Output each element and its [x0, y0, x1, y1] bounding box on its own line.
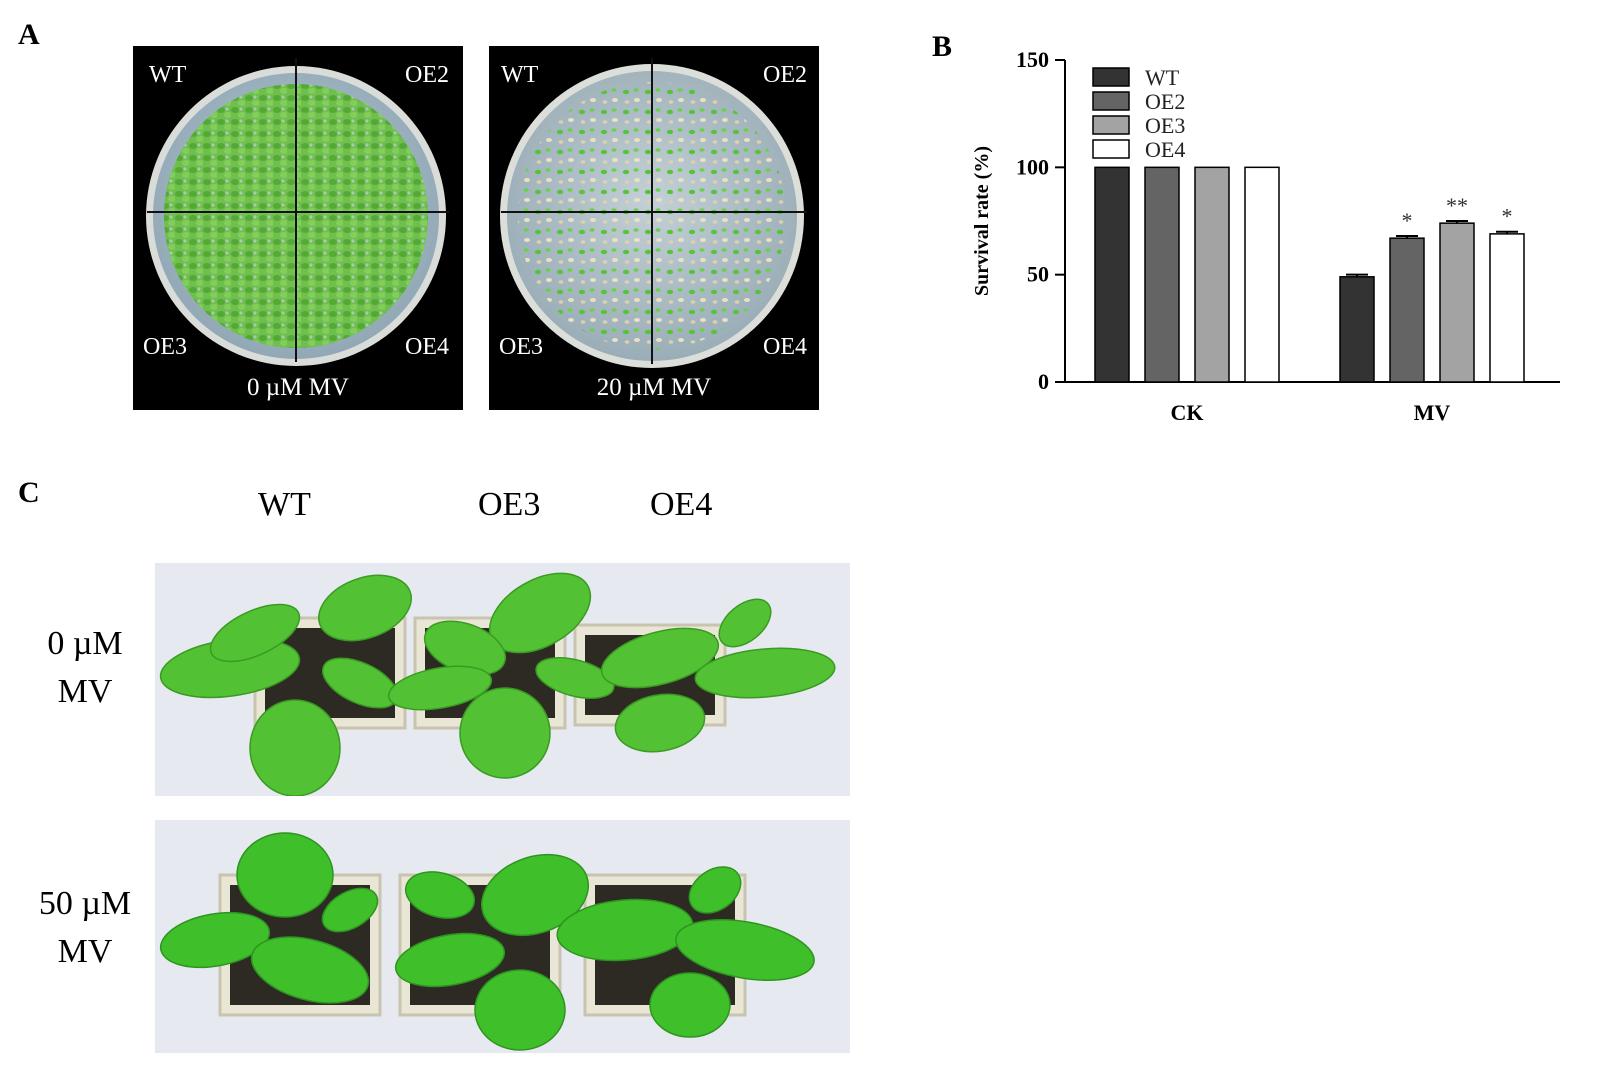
plant-photo-stress — [155, 820, 850, 1053]
plate-label-oe4: OE4 — [405, 334, 449, 360]
bar — [1144, 166, 1180, 383]
row-label-control: 0 µM MV — [10, 620, 160, 716]
legend-label: OE2 — [1145, 89, 1185, 114]
plate-label-oe2: OE2 — [763, 62, 807, 88]
plate-label-wt: WT — [501, 62, 539, 88]
bar — [1439, 222, 1475, 383]
row-label-line: MV — [57, 673, 113, 710]
plate-label-oe3: OE3 — [499, 334, 543, 360]
row-label-line: 0 µM — [47, 625, 123, 662]
plate-photo-stress: WT OE2 OE3 OE4 20 µM MV — [489, 46, 819, 410]
legend-swatch — [1092, 91, 1130, 111]
y-tick-label: 0 — [1038, 369, 1049, 394]
tobacco-plants-control — [159, 572, 836, 796]
row-label-line: MV — [57, 933, 113, 970]
bar — [1094, 166, 1130, 383]
plate-label-oe3: OE3 — [143, 334, 187, 360]
plate-label-wt: WT — [149, 62, 187, 88]
plate-label-oe2: OE2 — [405, 62, 449, 88]
plate-photo-control: WT OE2 OE3 OE4 0 µM MV — [133, 46, 463, 410]
petri-dish-control — [146, 58, 449, 366]
significance-marker: ** — [1446, 193, 1468, 218]
legend-label: OE4 — [1145, 137, 1185, 162]
column-label-oe4: OE4 — [650, 486, 713, 523]
significance-marker: * — [1402, 208, 1413, 233]
column-label-wt: WT — [258, 486, 311, 523]
x-category-label: MV — [1414, 400, 1451, 425]
x-category-label: CK — [1171, 400, 1204, 425]
y-tick-label: 150 — [1016, 47, 1049, 72]
legend-swatch — [1092, 139, 1130, 159]
column-label-oe3: OE3 — [478, 486, 541, 523]
row-label-stress: 50 µM MV — [10, 880, 160, 976]
panel-letter-c: C — [18, 476, 40, 509]
legend-label: OE3 — [1145, 113, 1185, 138]
bar — [1194, 166, 1230, 383]
bar — [1339, 276, 1375, 383]
bar — [1489, 233, 1525, 383]
plate-caption: 20 µM MV — [596, 374, 712, 401]
bar — [1244, 166, 1280, 383]
bar — [1389, 237, 1425, 383]
panel-letter-b: B — [932, 30, 953, 63]
significance-marker: * — [1502, 204, 1513, 229]
petri-dish-stress — [500, 58, 807, 368]
plate-label-oe4: OE4 — [763, 334, 807, 360]
legend-label: WT — [1145, 65, 1180, 90]
plant-photo-control — [155, 563, 850, 796]
plate-caption: 0 µM MV — [247, 374, 349, 401]
legend-swatch — [1092, 67, 1130, 87]
legend-swatch — [1092, 115, 1130, 135]
y-tick-label: 100 — [1016, 154, 1049, 179]
panel-letter-a: A — [18, 18, 40, 51]
y-axis-label: Survival rate (%) — [971, 146, 993, 296]
tobacco-plants-stress — [159, 832, 815, 1051]
row-label-line: 50 µM — [38, 885, 132, 922]
y-tick-label: 50 — [1027, 262, 1049, 287]
